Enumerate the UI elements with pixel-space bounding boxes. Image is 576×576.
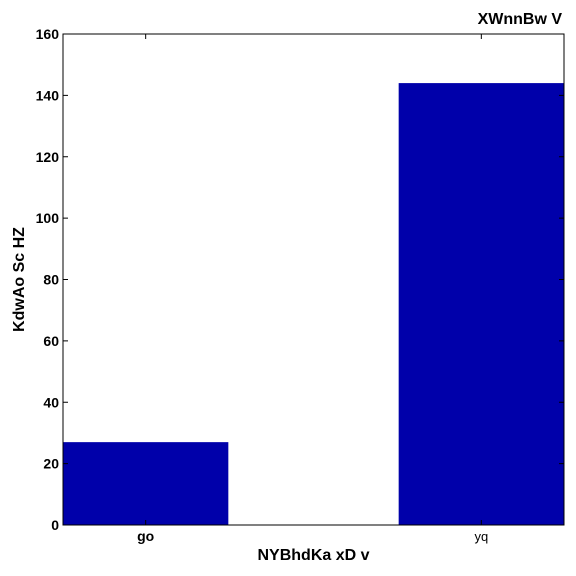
y-tick-label-0: 0 (51, 517, 59, 533)
y-axis-ticks: 0 20 40 60 80 100 120 140 160 (36, 26, 564, 533)
x-tick-label-go: go (137, 528, 154, 544)
y-tick-label-160: 160 (36, 26, 60, 42)
bar-go (63, 442, 229, 525)
y-tick-label-80: 80 (43, 272, 59, 288)
y-tick-label-120: 120 (36, 149, 60, 165)
y-tick-label-40: 40 (43, 394, 59, 410)
x-axis-title: NYBhdKa xD v (257, 547, 369, 564)
chart-title: XWnnBw V (478, 11, 563, 28)
bar-yq (398, 83, 564, 525)
bars-group (63, 83, 564, 525)
y-tick-label-140: 140 (36, 87, 60, 103)
plot-frame (62, 33, 565, 526)
x-axis-ticks: go yq (137, 34, 488, 544)
y-tick-label-20: 20 (43, 456, 59, 472)
x-tick-label-yq: yq (474, 529, 488, 544)
y-tick-label-100: 100 (36, 210, 60, 226)
y-axis-title: KdwAo Sc HZ (11, 227, 28, 332)
y-tick-label-60: 60 (43, 333, 59, 349)
